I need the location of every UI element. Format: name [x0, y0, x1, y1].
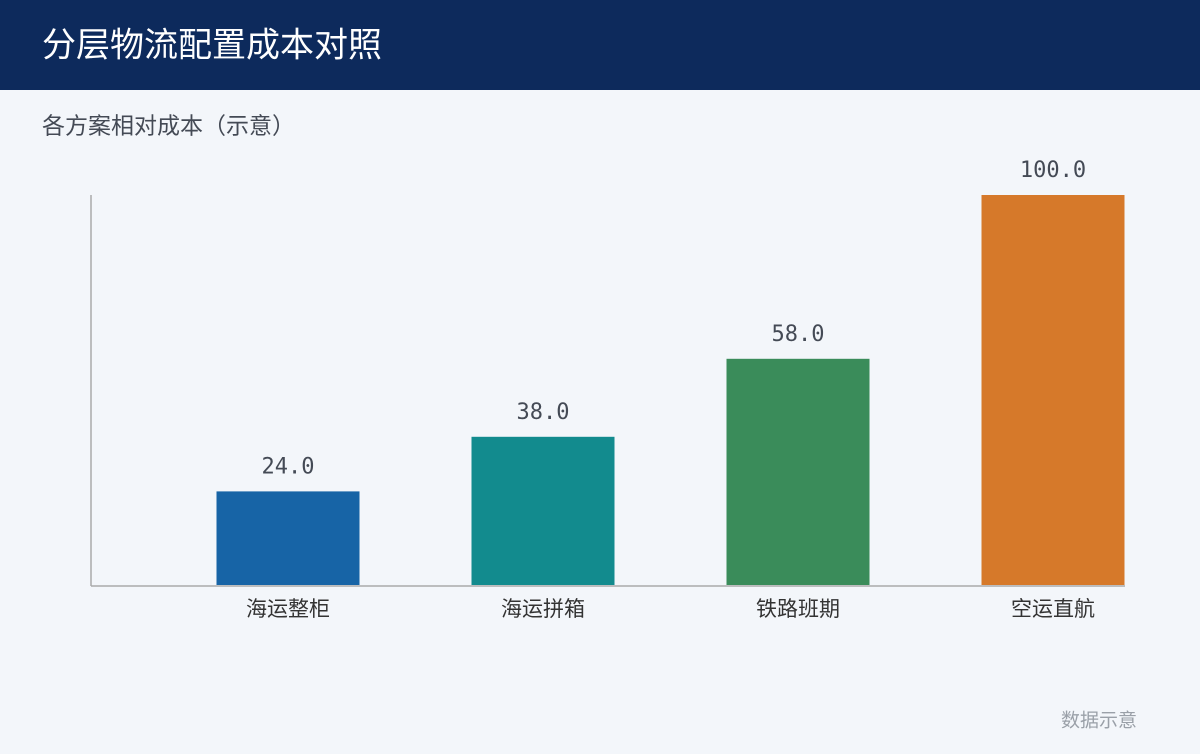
header-band: [0, 0, 1200, 90]
bar: [981, 195, 1125, 585]
chart-subtitle: 各方案相对成本（示意）: [42, 114, 295, 140]
x-tick-label: 海运拼箱: [501, 597, 585, 621]
footnote: 数据示意: [1061, 710, 1137, 732]
value-label: 58.0: [772, 322, 825, 347]
x-tick-label: 空运直航: [1011, 597, 1095, 621]
value-label: 38.0: [517, 400, 570, 425]
chart-title: 分层物流配置成本对照: [42, 26, 382, 66]
bar: [216, 491, 360, 585]
bar: [726, 358, 870, 585]
value-label: 24.0: [262, 454, 315, 479]
value-label: 100.0: [1020, 158, 1086, 183]
x-tick-label: 铁路班期: [756, 597, 840, 621]
bar: [471, 436, 615, 585]
x-tick-label: 海运整柜: [246, 597, 330, 621]
